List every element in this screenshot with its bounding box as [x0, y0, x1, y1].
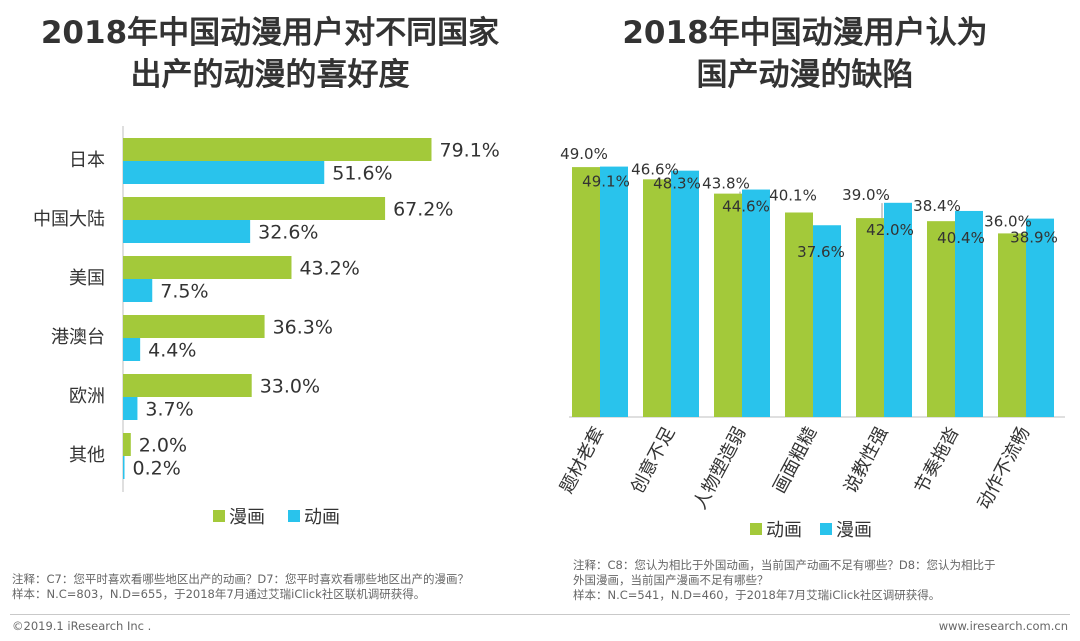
- data-label: 48.3%: [653, 175, 701, 193]
- bar-manga: [123, 138, 432, 161]
- data-label: 79.1%: [439, 140, 499, 162]
- category-label: 节奏拖沓: [911, 423, 963, 496]
- category-label: 画面粗糙: [769, 423, 821, 496]
- category-label: 动作不流畅: [974, 423, 1035, 512]
- legend-swatch: [213, 510, 225, 522]
- left-note-line2: 样本：N.C=803，N.D=655，于2018年7月通过艾瑞iClick社区联…: [12, 587, 426, 601]
- bar-anime: [785, 212, 813, 417]
- bar-anime: [643, 179, 671, 417]
- legend-label: 动画: [304, 507, 340, 528]
- bar-manga: [123, 374, 252, 397]
- bar-anime: [927, 221, 955, 417]
- data-label: 44.6%: [722, 198, 770, 216]
- category-label: 人物塑造弱: [690, 423, 751, 512]
- data-label: 42.0%: [866, 221, 914, 239]
- right-chart-title: 2018年中国动漫用户认为 国产动漫的缺陷: [545, 12, 1065, 96]
- bar-manga: [123, 256, 292, 279]
- category-label: 美国: [69, 268, 105, 289]
- footer-divider: [10, 614, 1070, 615]
- bar-manga: [671, 170, 699, 417]
- left-note-line1: 注释：C7：您平时喜欢看哪些地区出产的动画？D7：您平时喜欢看哪些地区出产的漫画…: [12, 572, 470, 586]
- bar-manga: [600, 166, 628, 417]
- data-label: 36.3%: [273, 317, 333, 339]
- data-label: 7.5%: [160, 281, 208, 303]
- bar-anime: [998, 233, 1026, 417]
- right-note-line3: 样本：N.C=541，N.D=460，于2018年7月艾瑞iClick社区调研获…: [573, 588, 941, 602]
- data-label: 49.1%: [582, 173, 630, 191]
- data-label: 43.8%: [702, 175, 750, 193]
- bar-manga: [123, 433, 131, 456]
- legend-swatch: [288, 510, 300, 522]
- right-title-line1: 2018年中国动漫用户认为: [622, 15, 988, 51]
- category-label: 中国大陆: [33, 209, 105, 230]
- data-label: 38.4%: [913, 197, 961, 215]
- data-label: 43.2%: [299, 258, 359, 280]
- bar-manga: [123, 315, 265, 338]
- legend-swatch: [820, 523, 832, 535]
- data-label: 0.2%: [133, 458, 181, 480]
- category-label: 其他: [69, 445, 105, 466]
- bar-anime: [123, 397, 138, 420]
- category-label: 欧洲: [69, 386, 105, 407]
- category-label: 日本: [69, 150, 105, 171]
- bar-anime: [123, 220, 251, 243]
- bar-manga: [123, 197, 386, 220]
- data-label: 49.0%: [560, 145, 608, 163]
- bar-manga: [813, 225, 841, 417]
- legend-label: 动画: [766, 520, 802, 541]
- bar-manga: [742, 189, 770, 417]
- bar-manga: [1026, 218, 1054, 417]
- data-label: 67.2%: [393, 199, 453, 221]
- left-title-line2: 出产的动漫的喜好度: [130, 57, 410, 93]
- legend-swatch: [750, 523, 762, 535]
- left-chart-notes: 注释：C7：您平时喜欢看哪些地区出产的动画？D7：您平时喜欢看哪些地区出产的漫画…: [12, 572, 542, 602]
- bar-anime: [123, 338, 141, 361]
- data-label: 37.6%: [797, 243, 845, 261]
- legend-label: 漫画: [229, 507, 265, 528]
- category-label: 创意不足: [627, 423, 679, 496]
- bar-manga: [955, 210, 983, 417]
- data-label: 2.0%: [139, 435, 187, 457]
- bar-anime: [123, 456, 125, 479]
- bar-anime: [572, 167, 600, 417]
- data-label: 4.4%: [148, 340, 196, 362]
- category-label: 说教性强: [840, 423, 892, 496]
- category-label: 题材老套: [556, 423, 608, 496]
- right-title-line2: 国产动漫的缺陷: [696, 57, 914, 93]
- legend-label: 漫画: [836, 520, 872, 541]
- right-bar-chart: 49.0% 49.1% 题材老套 46.6%48.3% 创意不足 43.8% 44.6% 人物…: [556, 145, 1065, 541]
- data-label: 3.7%: [145, 399, 193, 421]
- bar-anime: [856, 218, 884, 417]
- bar-anime: [123, 161, 325, 184]
- bar-manga: [884, 202, 912, 417]
- category-label: 港澳台: [51, 327, 105, 348]
- data-label: 40.4%: [937, 229, 985, 247]
- data-label: 32.6%: [258, 222, 318, 244]
- copyright-text: ©2019.1 iResearch Inc .: [12, 619, 152, 633]
- right-note-line2: 外国漫画，当前国产漫画不足有哪些？: [573, 573, 769, 587]
- left-chart-title: 2018年中国动漫用户对不同国家 出产的动漫的喜好度: [10, 12, 530, 96]
- bar-anime: [714, 193, 742, 417]
- bar-anime: [123, 279, 153, 302]
- left-title-line1: 2018年中国动漫用户对不同国家: [40, 15, 500, 51]
- data-label: 33.0%: [260, 376, 320, 398]
- right-chart-notes: 注释：C8：您认为相比于外国动画，当前国产动画不足有哪些？D8：您认为相比于 外…: [573, 558, 1068, 603]
- data-label: 38.9%: [1010, 229, 1058, 247]
- data-label: 39.0%: [842, 186, 890, 204]
- data-label: 40.1%: [769, 186, 817, 204]
- data-label: 36.0%: [984, 212, 1032, 230]
- data-label: 46.6%: [631, 160, 679, 178]
- left-bar-chart: 日本 79.1% 51.6% 中国大陆 67.2% 32.6% 美国 43.2% 7.5% 港澳台…: [33, 126, 500, 528]
- data-label: 51.6%: [332, 163, 392, 185]
- right-note-line1: 注释：C8：您认为相比于外国动画，当前国产动画不足有哪些？D8：您认为相比于: [573, 558, 996, 572]
- website-link[interactable]: www.iresearch.com.cn: [938, 619, 1068, 633]
